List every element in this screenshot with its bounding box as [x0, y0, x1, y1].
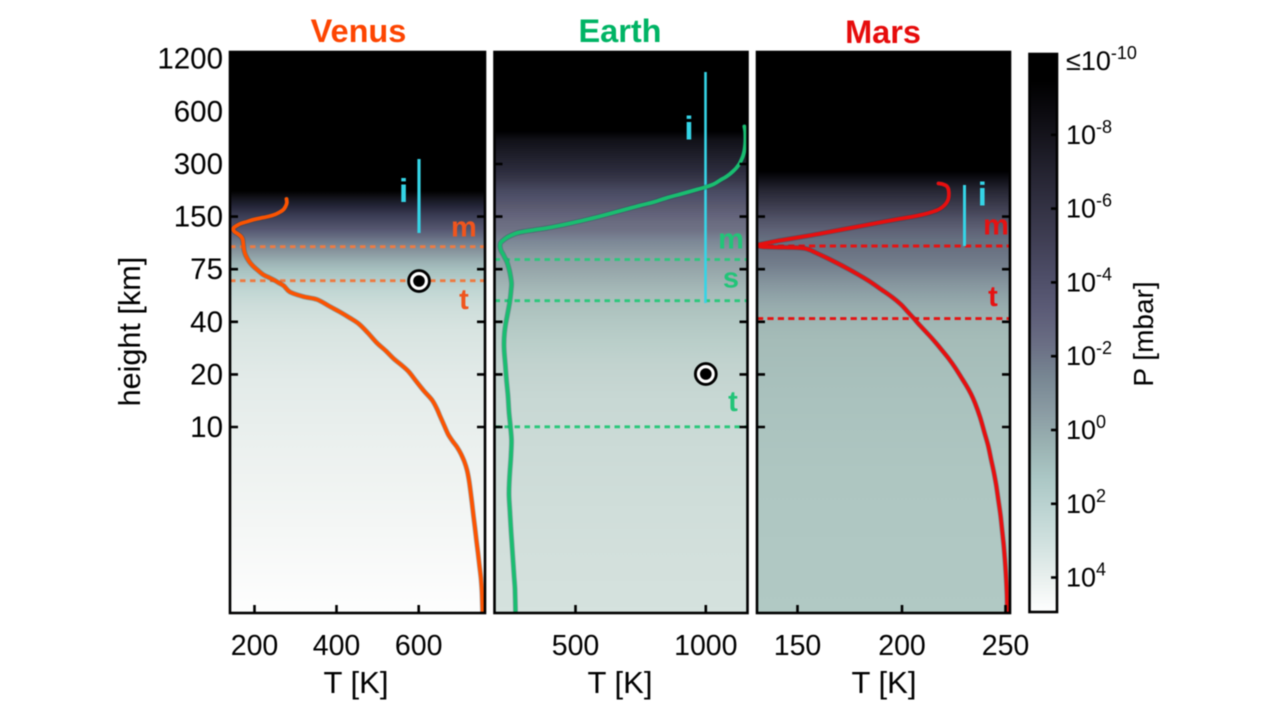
svg-text:Mars: Mars — [845, 14, 921, 50]
svg-text:T [K]: T [K] — [324, 665, 389, 700]
svg-text:m: m — [451, 212, 477, 244]
svg-text:t: t — [988, 281, 998, 313]
svg-text:Venus: Venus — [311, 13, 407, 49]
svg-text:200: 200 — [231, 630, 279, 662]
svg-text:75: 75 — [190, 253, 223, 286]
svg-text:150: 150 — [774, 630, 822, 662]
svg-text:1200: 1200 — [157, 43, 223, 76]
svg-text:height [km]: height [km] — [113, 257, 147, 407]
svg-text:T [K]: T [K] — [852, 665, 917, 700]
svg-text:i: i — [978, 175, 987, 212]
svg-text:600: 600 — [395, 630, 443, 662]
svg-text:t: t — [459, 284, 469, 316]
svg-text:300: 300 — [174, 148, 223, 181]
svg-text:T [K]: T [K] — [588, 665, 653, 700]
svg-text:100: 100 — [1066, 412, 1106, 445]
svg-text:i: i — [684, 109, 693, 146]
svg-text:≤10-10: ≤10-10 — [1066, 43, 1137, 76]
svg-text:500: 500 — [552, 630, 600, 662]
svg-text:i: i — [399, 172, 408, 209]
svg-text:10-2: 10-2 — [1066, 338, 1112, 371]
svg-text:m: m — [983, 210, 1009, 242]
svg-text:400: 400 — [313, 630, 361, 662]
svg-text:1000: 1000 — [674, 630, 737, 662]
svg-text:200: 200 — [878, 630, 926, 662]
svg-text:150: 150 — [174, 201, 223, 234]
svg-text:20: 20 — [190, 358, 223, 391]
svg-text:P [mbar]: P [mbar] — [1128, 281, 1159, 386]
svg-text:250: 250 — [982, 630, 1030, 662]
svg-text:104: 104 — [1066, 560, 1106, 593]
svg-text:Earth: Earth — [578, 13, 661, 49]
svg-text:600: 600 — [174, 95, 223, 128]
svg-text:m: m — [718, 223, 744, 255]
svg-text:t: t — [728, 386, 738, 418]
svg-text:10: 10 — [190, 411, 223, 444]
svg-text:40: 40 — [190, 306, 223, 339]
svg-text:s: s — [723, 263, 739, 295]
